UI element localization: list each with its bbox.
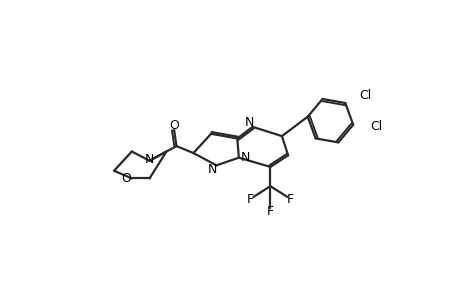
Text: N: N [240,151,249,164]
Text: Cl: Cl [358,89,370,102]
Text: O: O [169,119,179,132]
Text: O: O [121,172,131,185]
Text: Cl: Cl [369,120,381,133]
Text: N: N [207,163,217,176]
Text: F: F [266,205,274,218]
Text: N: N [244,116,254,129]
Text: N: N [145,154,154,166]
Text: F: F [246,193,253,206]
Text: F: F [286,193,293,206]
